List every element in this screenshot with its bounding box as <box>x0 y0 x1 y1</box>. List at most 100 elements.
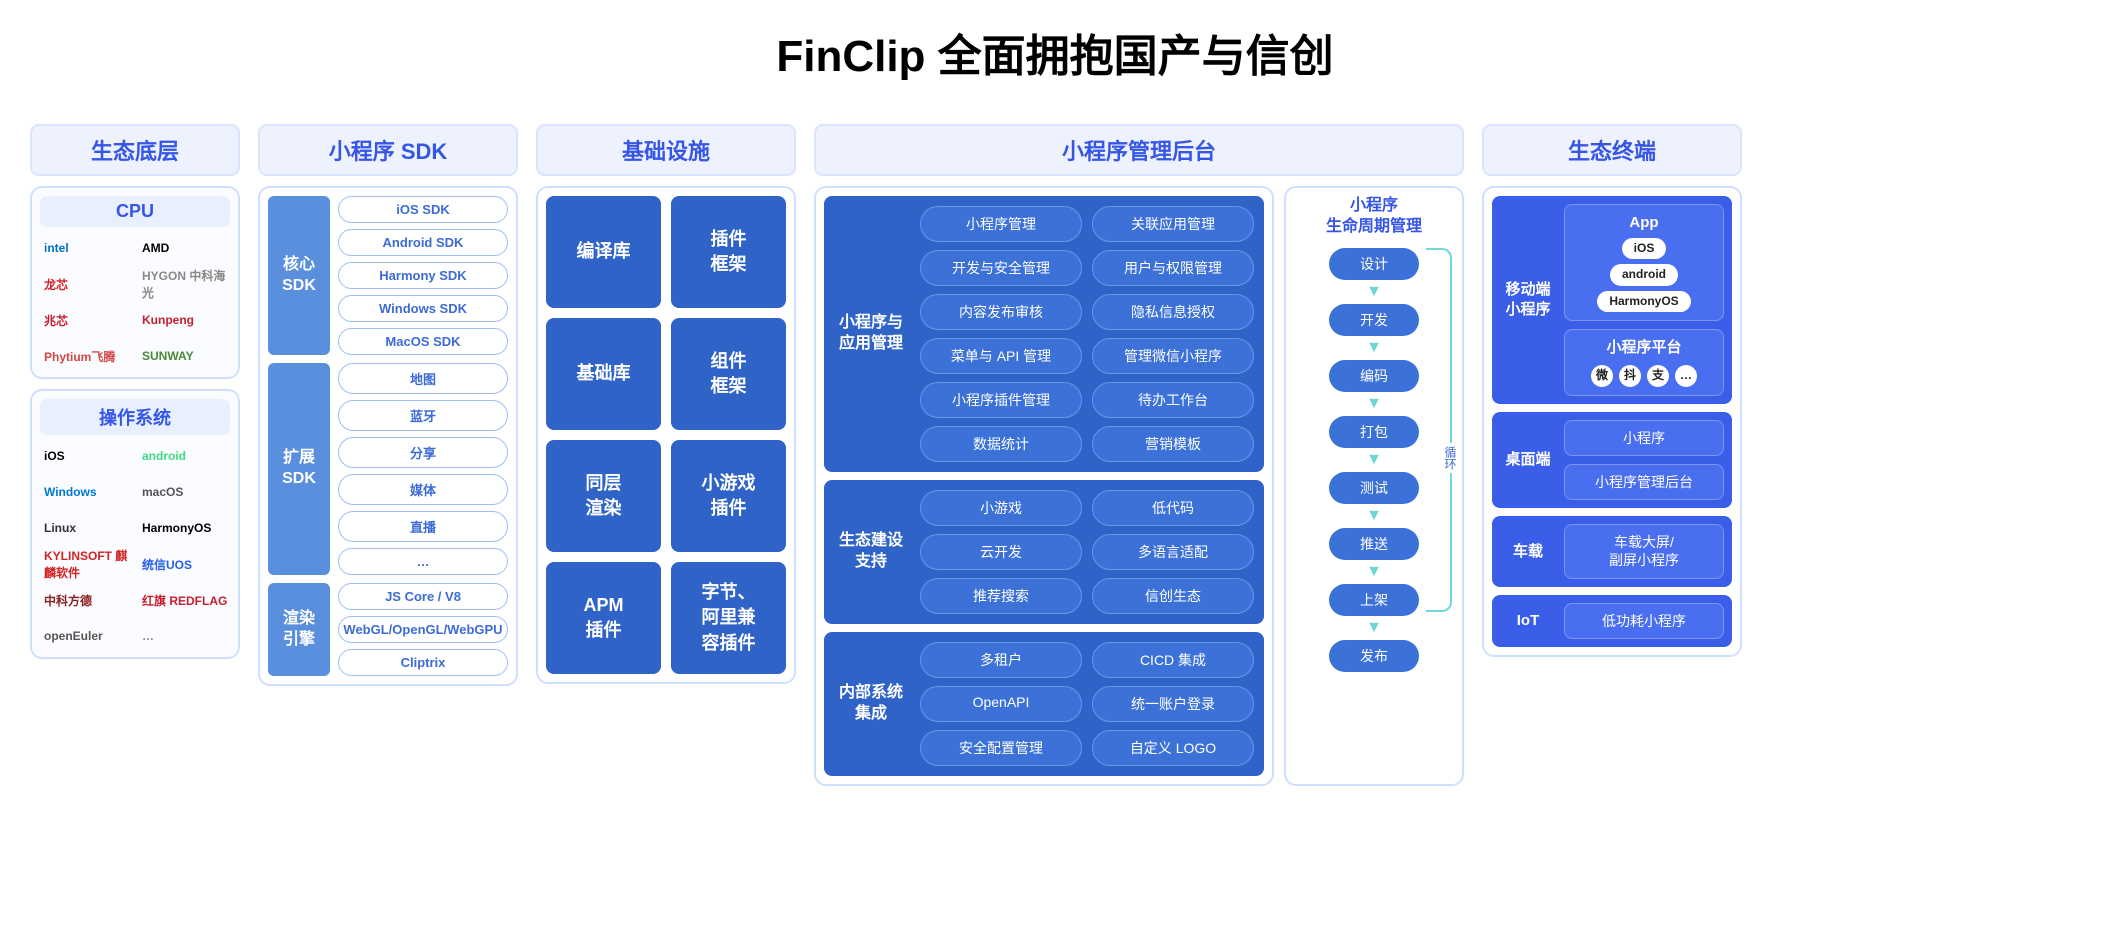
logo-item: SUNWAY <box>138 343 230 369</box>
platform-icon: … <box>1675 365 1697 387</box>
sdk-item: iOS SDK <box>338 196 508 223</box>
col-ecosystem-base: 生态底层 CPU intelAMD龙芯HYGON 中科海光兆芯KunpengPh… <box>30 124 240 669</box>
logo-item: Phytium飞腾 <box>40 343 132 369</box>
term-row-label: IoT <box>1500 603 1556 639</box>
mgmt-pill: 关联应用管理 <box>1092 206 1254 242</box>
sdk-frame: 核心SDKiOS SDKAndroid SDKHarmony SDKWindow… <box>258 186 518 686</box>
col1-header: 生态底层 <box>30 124 240 176</box>
lifecycle-loop-label: 循环 <box>1442 443 1459 473</box>
col4-header: 小程序管理后台 <box>814 124 1464 176</box>
page-title: FinClip 全面拥抱国产与信创 <box>30 20 2080 84</box>
logo-item: openEuler <box>40 623 132 649</box>
mgmt-frame: 小程序与应用管理小程序管理关联应用管理开发与安全管理用户与权限管理内容发布审核隐… <box>814 186 1274 786</box>
infra-box: 插件框架 <box>671 196 786 308</box>
term-box-title: App <box>1629 213 1658 233</box>
columns-container: 生态底层 CPU intelAMD龙芯HYGON 中科海光兆芯KunpengPh… <box>30 124 2080 786</box>
mgmt-pill: 小游戏 <box>920 490 1082 526</box>
lifecycle-arrow-icon: ▼ <box>1366 620 1382 636</box>
infra-box: 字节、阿里兼容插件 <box>671 562 786 674</box>
sdk-item: … <box>338 548 508 575</box>
infra-box: 小游戏插件 <box>671 440 786 552</box>
sdk-items: 地图蓝牙分享媒体直播… <box>338 363 508 575</box>
term-platform-box: 小程序平台微抖支… <box>1564 329 1724 396</box>
logo-item: android <box>138 443 230 469</box>
platform-icons-row: 微抖支… <box>1591 365 1697 387</box>
platform-icon: 支 <box>1647 365 1669 387</box>
platform-icon: 微 <box>1591 365 1613 387</box>
col-sdk: 小程序 SDK 核心SDKiOS SDKAndroid SDKHarmony S… <box>258 124 518 686</box>
col4-wrap: 小程序与应用管理小程序管理关联应用管理开发与安全管理用户与权限管理内容发布审核隐… <box>814 186 1464 786</box>
mgmt-section-label: 生态建设支持 <box>834 490 908 614</box>
logo-item: Windows <box>40 479 132 505</box>
infra-box: 组件框架 <box>671 318 786 430</box>
lifecycle-step: 发布 <box>1329 640 1419 672</box>
logo-item: 红旗 REDFLAG <box>138 587 230 613</box>
term-row-label: 桌面端 <box>1500 420 1556 500</box>
lifecycle-arrow-icon: ▼ <box>1366 396 1382 412</box>
mgmt-pill: OpenAPI <box>920 686 1082 722</box>
logo-item: Kunpeng <box>138 307 230 333</box>
col-terminals: 生态终端 移动端小程序AppiOSandroidHarmonyOS小程序平台微抖… <box>1482 124 1742 657</box>
lifecycle-step: 推送 <box>1329 528 1419 560</box>
sdk-item: Harmony SDK <box>338 262 508 289</box>
mgmt-pill: 小程序插件管理 <box>920 382 1082 418</box>
mgmt-row: 内部系统集成多租户CICD 集成OpenAPI统一账户登录安全配置管理自定义 L… <box>824 632 1264 776</box>
mgmt-pill: 推荐搜索 <box>920 578 1082 614</box>
lifecycle-loop-line <box>1426 248 1452 612</box>
col-mgmt: 小程序管理后台 小程序与应用管理小程序管理关联应用管理开发与安全管理用户与权限管… <box>814 124 1464 786</box>
term-plain-box: 车载大屏/副屏小程序 <box>1564 524 1724 578</box>
mgmt-pills: 小程序管理关联应用管理开发与安全管理用户与权限管理内容发布审核隐私信息授权菜单与… <box>920 206 1254 462</box>
lifecycle-arrow-icon: ▼ <box>1366 340 1382 356</box>
infra-box: 编译库 <box>546 196 661 308</box>
lifecycle-arrow-icon: ▼ <box>1366 564 1382 580</box>
mgmt-pill: 开发与安全管理 <box>920 250 1082 286</box>
term-box-title: 小程序平台 <box>1606 338 1681 358</box>
sdk-item: 媒体 <box>338 474 508 505</box>
lifecycle-frame: 小程序生命周期管理 设计▼开发▼编码▼打包▼测试▼推送▼上架▼发布 循环 <box>1284 186 1464 786</box>
term-frame: 移动端小程序AppiOSandroidHarmonyOS小程序平台微抖支…桌面端… <box>1482 186 1742 657</box>
lifecycle-body: 设计▼开发▼编码▼打包▼测试▼推送▼上架▼发布 循环 <box>1294 248 1454 672</box>
term-os-chip: iOS <box>1622 238 1667 260</box>
mgmt-pill: 低代码 <box>1092 490 1254 526</box>
mgmt-pill: CICD 集成 <box>1092 642 1254 678</box>
term-row: IoT低功耗小程序 <box>1492 595 1732 647</box>
mgmt-row: 生态建设支持小游戏低代码云开发多语言适配推荐搜索信创生态 <box>824 480 1264 624</box>
logo-item: 龙芯 <box>40 271 132 297</box>
lifecycle-title: 小程序生命周期管理 <box>1326 196 1422 238</box>
term-items: 车载大屏/副屏小程序 <box>1564 524 1724 578</box>
sdk-item: 蓝牙 <box>338 400 508 431</box>
mgmt-pill: 小程序管理 <box>920 206 1082 242</box>
term-items: 小程序小程序管理后台 <box>1564 420 1724 500</box>
logo-item: HYGON 中科海光 <box>138 271 230 297</box>
mgmt-pill: 多租户 <box>920 642 1082 678</box>
lifecycle-step: 开发 <box>1329 304 1419 336</box>
logo-item: Linux <box>40 515 132 541</box>
col-infra: 基础设施 编译库插件框架基础库组件框架同层渲染小游戏插件APM插件字节、阿里兼容… <box>536 124 796 684</box>
mgmt-pill: 管理微信小程序 <box>1092 338 1254 374</box>
logo-item: KYLINSOFT 麒麟软件 <box>40 551 132 577</box>
logo-item: 兆芯 <box>40 307 132 333</box>
lifecycle-arrow-icon: ▼ <box>1366 284 1382 300</box>
sdk-item: WebGL/OpenGL/WebGPU <box>338 616 508 643</box>
logo-item: … <box>138 623 230 649</box>
sdk-items: iOS SDKAndroid SDKHarmony SDKWindows SDK… <box>338 196 508 355</box>
sdk-item: 地图 <box>338 363 508 394</box>
mgmt-section-label: 内部系统集成 <box>834 642 908 766</box>
lifecycle-step: 编码 <box>1329 360 1419 392</box>
term-plain-box: 小程序管理后台 <box>1564 464 1724 500</box>
term-items: 低功耗小程序 <box>1564 603 1724 639</box>
sdk-items: JS Core / V8WebGL/OpenGL/WebGPUCliptrix <box>338 583 508 676</box>
sdk-item: 分享 <box>338 437 508 468</box>
mgmt-pill: 统一账户登录 <box>1092 686 1254 722</box>
infra-box: 同层渲染 <box>546 440 661 552</box>
term-os-chip: HarmonyOS <box>1597 291 1690 313</box>
mgmt-pill: 营销模板 <box>1092 426 1254 462</box>
sdk-group-label: 核心SDK <box>268 196 330 355</box>
mgmt-pill: 云开发 <box>920 534 1082 570</box>
os-logo-grid: iOSandroidWindowsmacOSLinuxHarmonyOSKYLI… <box>40 443 230 649</box>
mgmt-pill: 菜单与 API 管理 <box>920 338 1082 374</box>
sdk-row: 核心SDKiOS SDKAndroid SDKHarmony SDKWindow… <box>268 196 508 355</box>
mgmt-pill: 内容发布审核 <box>920 294 1082 330</box>
lifecycle-arrow-icon: ▼ <box>1366 452 1382 468</box>
logo-item: iOS <box>40 443 132 469</box>
